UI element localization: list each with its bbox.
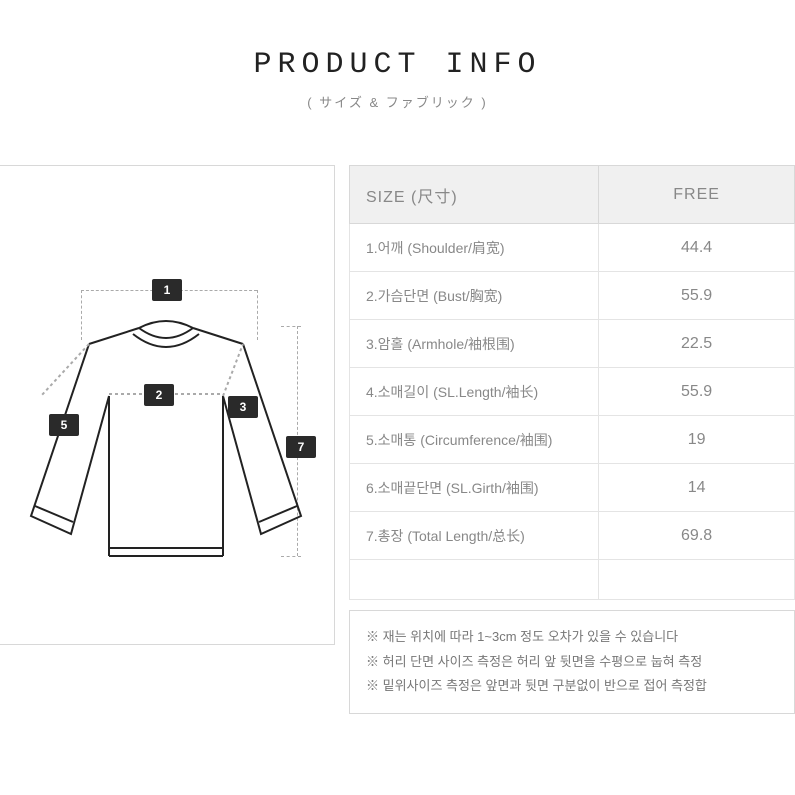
page-subtitle: ( サイズ & ファブリック ) bbox=[0, 92, 795, 111]
table-row: 6.소매끝단면 (SL.Girth/袖围)14 bbox=[350, 464, 795, 512]
size-label: 3.암홀 (Armhole/袖根围) bbox=[350, 320, 599, 368]
note-line: ※ 재는 위치에 따라 1~3cm 정도 오차가 있을 수 있습니다 bbox=[366, 625, 778, 650]
size-value: 69.8 bbox=[599, 512, 795, 560]
diagram-panel: 1 2 3 5 7 bbox=[0, 165, 335, 645]
diagram-tag-5: 5 bbox=[49, 414, 79, 436]
note-line: ※ 밑위사이즈 측정은 앞면과 뒷면 구분없이 반으로 접어 측정합 bbox=[366, 674, 778, 699]
size-table: SIZE (尺寸) FREE 1.어깨 (Shoulder/肩宽)44.42.가… bbox=[349, 165, 795, 600]
table-row: 3.암홀 (Armhole/袖根围)22.5 bbox=[350, 320, 795, 368]
table-row: 5.소매통 (Circumference/袖围)19 bbox=[350, 416, 795, 464]
size-value: 55.9 bbox=[599, 368, 795, 416]
diagram-tag-2: 2 bbox=[144, 384, 174, 406]
size-value: 19 bbox=[599, 416, 795, 464]
notes-panel: ※ 재는 위치에 따라 1~3cm 정도 오차가 있을 수 있습니다 ※ 허리 … bbox=[349, 610, 795, 714]
size-value: 55.9 bbox=[599, 272, 795, 320]
table-row: 2.가슴단면 (Bust/胸宽)55.9 bbox=[350, 272, 795, 320]
diagram-tag-3: 3 bbox=[228, 396, 258, 418]
size-label: 1.어깨 (Shoulder/肩宽) bbox=[350, 224, 599, 272]
table-row: 7.총장 (Total Length/总长)69.8 bbox=[350, 512, 795, 560]
size-label: 4.소매길이 (SL.Length/袖长) bbox=[350, 368, 599, 416]
table-row: 1.어깨 (Shoulder/肩宽)44.4 bbox=[350, 224, 795, 272]
size-label: 2.가슴단면 (Bust/胸宽) bbox=[350, 272, 599, 320]
size-value: 44.4 bbox=[599, 224, 795, 272]
table-row bbox=[350, 560, 795, 600]
diagram-tag-1: 1 bbox=[152, 279, 182, 301]
size-value: 14 bbox=[599, 464, 795, 512]
page-title: PRODUCT INFO bbox=[0, 48, 795, 82]
table-row: 4.소매길이 (SL.Length/袖长)55.9 bbox=[350, 368, 795, 416]
size-label: 6.소매끝단면 (SL.Girth/袖围) bbox=[350, 464, 599, 512]
diagram-tag-7: 7 bbox=[286, 436, 316, 458]
size-label: 5.소매통 (Circumference/袖围) bbox=[350, 416, 599, 464]
size-label: 7.총장 (Total Length/总长) bbox=[350, 512, 599, 560]
note-line: ※ 허리 단면 사이즈 측정은 허리 앞 뒷면을 수평으로 눕혀 측정 bbox=[366, 650, 778, 675]
free-header: FREE bbox=[599, 166, 795, 224]
size-value: 22.5 bbox=[599, 320, 795, 368]
size-header: SIZE (尺寸) bbox=[350, 166, 599, 224]
